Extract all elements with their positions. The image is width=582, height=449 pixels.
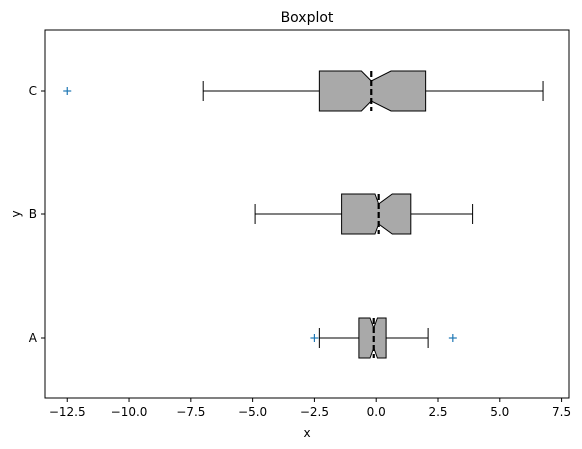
x-tick-label: −10.0 [111, 405, 148, 419]
x-axis: −12.5 −10.0 −7.5 −5.0 −2.5 0.0 2.5 5.0 7.5 [49, 398, 571, 419]
x-tick-label: 5.0 [490, 405, 509, 419]
x-tick-label: −5.0 [238, 405, 267, 419]
x-tick-label: −2.5 [300, 405, 329, 419]
flier-A-0 [310, 334, 319, 342]
x-tick-label: 0.0 [367, 405, 386, 419]
x-tick-label: −7.5 [176, 405, 205, 419]
x-tick-label: 7.5 [552, 405, 571, 419]
box-B [254, 193, 474, 235]
notched-box-B [341, 193, 412, 235]
y-tick-label: C [29, 84, 37, 98]
x-axis-label: x [303, 426, 310, 440]
y-tick-label: B [29, 207, 37, 221]
box-C [63, 70, 544, 112]
y-axis: A B C [29, 84, 45, 345]
chart-title: Boxplot [281, 10, 334, 26]
flier-A-1 [448, 334, 457, 342]
y-axis-label: y [9, 210, 23, 217]
y-tick-label: A [29, 331, 38, 345]
notched-box-C [318, 70, 427, 112]
box-A [310, 317, 457, 359]
x-tick-label: −12.5 [49, 405, 86, 419]
x-tick-label: 2.5 [428, 405, 447, 419]
plot-area [63, 70, 544, 359]
notched-box-A [358, 317, 387, 359]
flier-C-0 [63, 87, 72, 95]
